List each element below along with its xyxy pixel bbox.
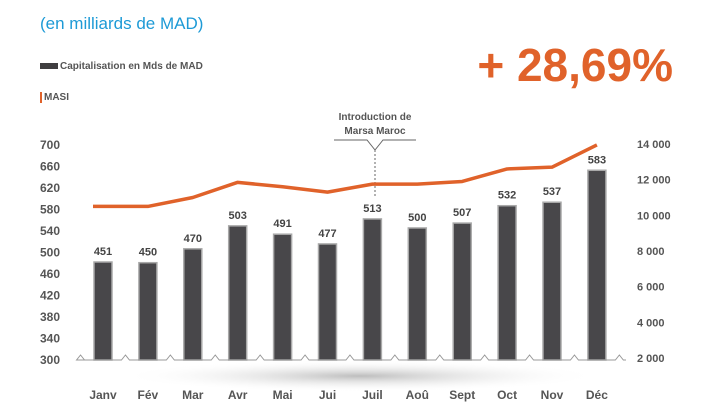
bar-Déc [587,169,607,361]
x-axis-tick: Aoû [406,388,429,402]
x-axis-tick: Déc [586,388,608,402]
x-axis-tick: Janv [89,388,117,402]
growth-highlight: + 28,69% [477,39,673,91]
x-axis-tick: Mar [182,388,204,402]
right-axis-tick: 8 000 [637,246,665,258]
legend-item-capitalisation: Capitalisation en Mds de MAD [40,61,203,72]
bar-value-label: 500 [408,212,426,224]
bar-Juil [362,218,383,361]
annotation-bracket [334,139,416,151]
left-axis-tick: 500 [40,246,60,260]
left-axis-tick: 660 [40,160,60,174]
x-axis-tick: Fév [138,388,159,402]
masi-line [93,143,598,209]
right-axis-tick: 12 000 [637,175,671,187]
left-axis-tick: 620 [40,181,60,195]
annotation-line2: Marsa Maroc [344,126,406,137]
right-axis-tick: 14 000 [637,139,671,151]
x-axis-tick: Mai [273,388,293,402]
bar-value-label: 507 [453,207,471,219]
x-axis-tick: Nov [541,388,564,402]
left-axis-tick: 380 [40,310,60,324]
bar-Nov [542,201,562,361]
x-axis-tick: Avr [228,388,248,402]
bar-value-label: 513 [363,203,381,215]
bar-value-label: 470 [184,233,202,245]
bar-value-label: 450 [139,247,157,259]
bar-Sept [452,222,472,361]
right-axis-tick: 10 000 [637,210,671,222]
right-axis-tick: 6 000 [637,282,665,294]
legend-item-masi: MASI [40,92,69,103]
bar-value-label: 532 [498,190,516,202]
x-axis-baseline [75,354,626,361]
legend-label: MASI [44,92,69,104]
x-axis-tick: Sept [449,388,475,402]
left-axis-tick: 460 [40,267,60,281]
x-axis-tick: Jui [319,388,336,402]
bar-Janv [93,261,113,361]
bar-value-label: 477 [318,228,336,240]
left-axis-tick: 420 [40,289,60,303]
bar-Mar [183,248,203,361]
bar-Jui [317,243,338,361]
left-axis-tick: 300 [40,353,60,367]
bar-Avr [227,225,248,361]
legend-bar-swatch [40,63,58,70]
chart-subtitle: (en milliards de MAD) [40,14,204,33]
bar-Mai [272,233,293,361]
bar-value-label: 491 [273,218,291,230]
legend-label: Capitalisation en Mds de MAD [60,61,203,72]
floor-shadow [120,360,600,392]
bar-Aoû [407,227,428,361]
bar-value-label: 537 [543,186,561,198]
legend-line-swatch [40,92,42,103]
left-axis-tick: 540 [40,224,60,238]
right-axis-tick: 2 000 [637,353,665,365]
left-axis-tick: 580 [40,203,60,217]
x-axis-tick: Juil [362,388,383,402]
right-axis-tick: 4 000 [637,317,665,329]
bar-Fév [138,261,158,361]
annotation-line1: Introduction de [339,112,412,123]
bar-value-label: 583 [588,154,606,166]
left-axis-tick: 700 [40,138,60,152]
x-axis-tick: Oct [497,388,517,402]
bar-Oct [497,204,517,361]
left-axis-tick: 340 [40,332,60,346]
bar-value-label: 451 [94,246,112,258]
bar-value-label: 503 [229,210,247,222]
